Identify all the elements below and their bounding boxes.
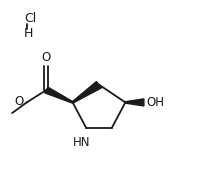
Polygon shape bbox=[72, 82, 102, 103]
Text: O: O bbox=[15, 95, 24, 108]
Text: H: H bbox=[24, 27, 33, 40]
Text: Cl: Cl bbox=[24, 12, 36, 25]
Text: HN: HN bbox=[73, 136, 90, 149]
Text: OH: OH bbox=[147, 96, 165, 109]
Polygon shape bbox=[125, 99, 144, 106]
Polygon shape bbox=[45, 87, 73, 103]
Text: O: O bbox=[42, 51, 51, 64]
